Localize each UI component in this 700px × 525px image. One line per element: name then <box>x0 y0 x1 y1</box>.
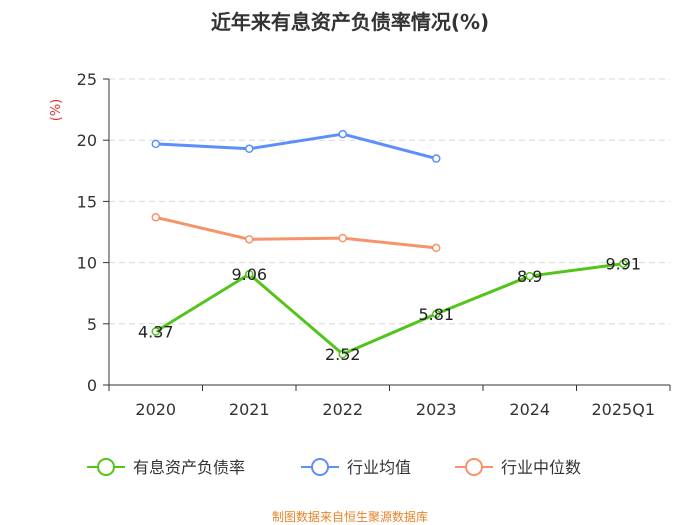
data-point <box>338 129 347 139</box>
y-tick-label: 15 <box>77 192 97 211</box>
legend-marker <box>465 458 483 476</box>
y-tick-label: 20 <box>77 131 97 150</box>
legend-label: 行业中位数 <box>501 458 581 477</box>
data-point <box>432 154 441 163</box>
data-label: 9.91 <box>605 255 641 274</box>
legend: 有息资产负债率 行业均值 行业中位数 <box>87 458 581 477</box>
y-tick-label: 5 <box>87 315 97 334</box>
data-label: 8.9 <box>517 267 542 286</box>
series-line <box>155 132 437 161</box>
x-tick-label: 2022 <box>322 400 363 419</box>
data-point <box>245 235 254 244</box>
data-point <box>245 269 254 279</box>
data-label: 9.06 <box>231 265 267 284</box>
data-point <box>151 327 160 336</box>
data-point <box>338 233 347 243</box>
x-tick-label: 2021 <box>229 400 270 419</box>
x-tick-label: 2025Q1 <box>592 400 656 419</box>
y-tick-label: 10 <box>77 254 97 273</box>
y-tick-label: 25 <box>77 70 97 89</box>
data-point <box>245 144 254 154</box>
data-point <box>151 213 160 222</box>
data-point <box>525 271 534 281</box>
series <box>151 129 628 359</box>
data-label: 2.52 <box>325 345 361 364</box>
x-tick-label: 2024 <box>509 400 550 419</box>
data-point <box>338 349 347 359</box>
x-tick-label: 2020 <box>135 400 176 419</box>
legend-marker <box>97 458 115 476</box>
data-point <box>432 243 441 253</box>
x-tick-label: 2023 <box>416 400 457 419</box>
grid-lines <box>109 78 670 325</box>
data-labels: 4.37 9.06 2.52 5.81 8.9 9.91 <box>138 255 641 364</box>
data-label: 5.81 <box>418 305 454 324</box>
axes: 0 5 10 15 20 25 (%) 2020 2021 2022 2023 2024 2025Q1 <box>49 70 671 419</box>
y-axis-label: (%) <box>49 99 64 122</box>
legend-marker <box>311 458 329 476</box>
data-point <box>619 259 628 268</box>
data-point <box>151 139 160 149</box>
series-line <box>154 262 624 356</box>
data-point <box>432 309 441 319</box>
series-line <box>155 215 437 250</box>
data-label: 4.37 <box>138 323 174 342</box>
legend-label: 有息资产负债率 <box>133 458 245 477</box>
source-footer: 制图数据来自恒生聚源数据库 <box>271 510 428 524</box>
legend-label: 行业均值 <box>347 458 411 477</box>
y-tick-label: 0 <box>87 376 97 395</box>
chart-title: 近年来有息资产负债率情况(%) <box>210 10 490 34</box>
